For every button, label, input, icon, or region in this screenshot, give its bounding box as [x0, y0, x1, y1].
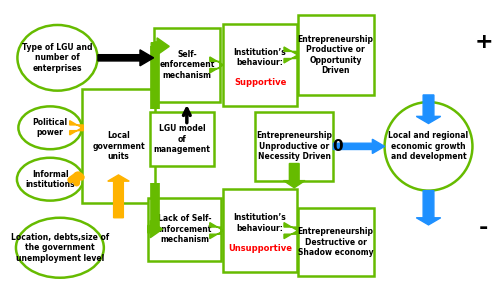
FancyBboxPatch shape [154, 28, 220, 102]
FancyBboxPatch shape [224, 24, 296, 106]
Polygon shape [416, 95, 440, 123]
FancyBboxPatch shape [298, 15, 374, 95]
Polygon shape [108, 175, 129, 218]
Ellipse shape [18, 25, 98, 91]
Text: Lack of Self-
enforcement
mechanism: Lack of Self- enforcement mechanism [156, 214, 212, 244]
FancyBboxPatch shape [82, 89, 155, 203]
Polygon shape [334, 139, 384, 154]
Polygon shape [98, 50, 154, 66]
Polygon shape [284, 164, 305, 188]
FancyBboxPatch shape [298, 208, 374, 276]
Polygon shape [70, 121, 84, 135]
FancyBboxPatch shape [148, 198, 221, 261]
Polygon shape [210, 223, 224, 238]
Text: Entrepreneurship
Productive or
Opportunity
Driven: Entrepreneurship Productive or Opportuni… [298, 35, 374, 75]
Ellipse shape [18, 106, 82, 149]
Text: Entrepreneurship
Destructive or
Shadow economy: Entrepreneurship Destructive or Shadow e… [298, 227, 374, 257]
Polygon shape [210, 57, 224, 73]
Text: +: + [474, 32, 493, 52]
Text: Institution’s
behaviour:: Institution’s behaviour: [234, 214, 286, 233]
Text: Local
government
units: Local government units [92, 131, 145, 161]
FancyBboxPatch shape [224, 189, 296, 272]
FancyBboxPatch shape [150, 112, 214, 166]
Text: Type of LGU and
number of
enterprises: Type of LGU and number of enterprises [22, 43, 92, 73]
Text: 0: 0 [332, 139, 342, 154]
Ellipse shape [16, 218, 104, 278]
Text: LGU model
of
management: LGU model of management [154, 124, 210, 154]
Text: Local and regional
economic growth
and development: Local and regional economic growth and d… [388, 131, 468, 161]
Text: Self-
enforcement
mechanism: Self- enforcement mechanism [159, 50, 214, 80]
Ellipse shape [17, 158, 84, 201]
Ellipse shape [384, 102, 472, 191]
Polygon shape [151, 38, 170, 55]
Text: Entrepreneurship
Unproductive or
Necessity Driven: Entrepreneurship Unproductive or Necessi… [256, 131, 332, 161]
Text: Political
power: Political power [32, 118, 68, 137]
Text: -: - [479, 218, 488, 238]
Text: Institution’s
behaviour:: Institution’s behaviour: [234, 48, 286, 67]
Polygon shape [284, 223, 298, 238]
Text: Supportive: Supportive [234, 78, 286, 87]
Text: Unsupportive: Unsupportive [228, 243, 292, 253]
FancyBboxPatch shape [255, 112, 334, 181]
Polygon shape [148, 221, 162, 238]
Polygon shape [416, 191, 440, 225]
Text: Location, debts,size of
the government
unemployment level: Location, debts,size of the government u… [11, 233, 109, 263]
Polygon shape [284, 47, 298, 63]
Text: Informal
institutions: Informal institutions [26, 170, 75, 189]
